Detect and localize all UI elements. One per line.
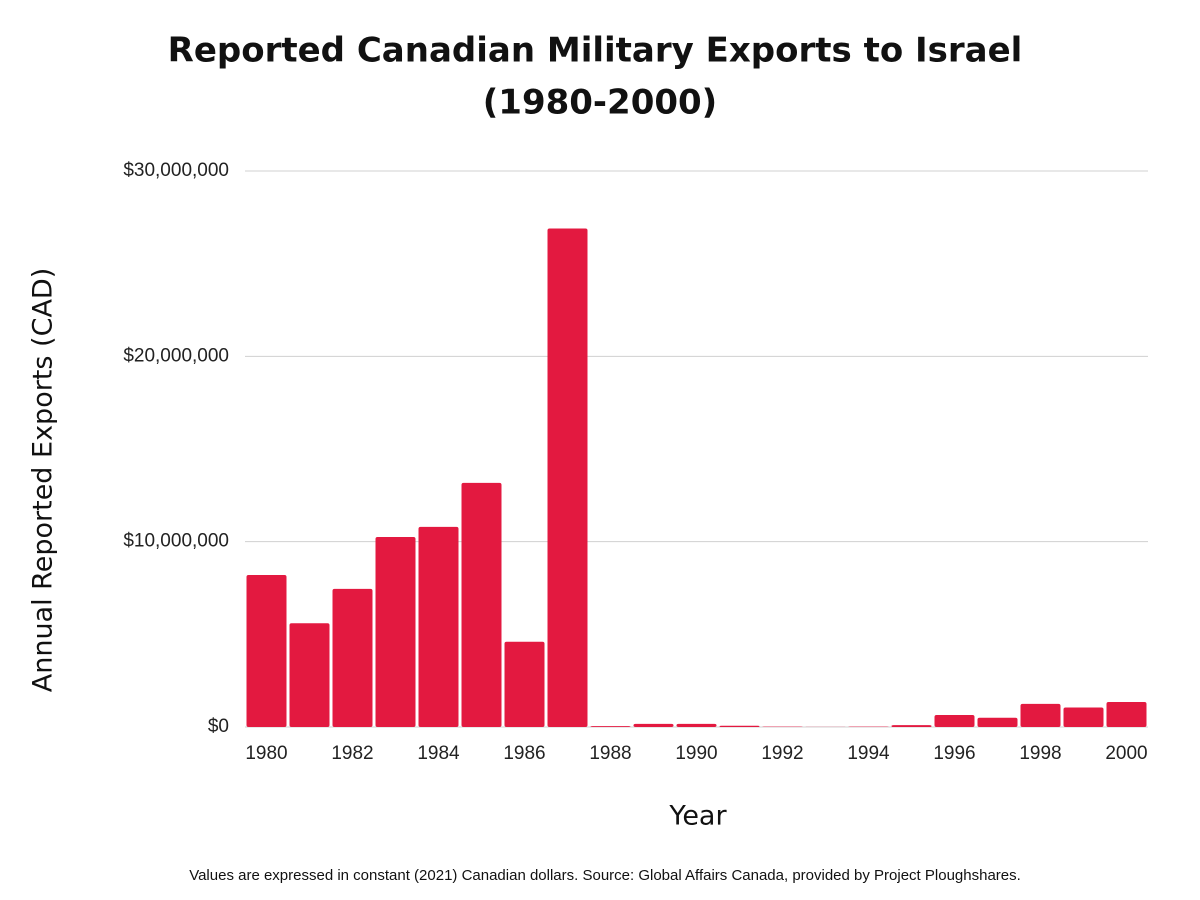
x-tick-label: 1990 [675, 743, 717, 764]
y-axis-title: Annual Reported Exports (CAD) [28, 268, 59, 693]
bar [418, 526, 459, 727]
bar [977, 717, 1018, 727]
x-tick-label: 2000 [1105, 743, 1147, 764]
bar [246, 575, 287, 727]
bar [676, 723, 717, 727]
bar [375, 537, 416, 727]
chart-subtitle: (1980-2000) [483, 83, 717, 123]
chart-title: Reported Canadian Military Exports to Is… [168, 31, 1023, 71]
bar [633, 723, 674, 727]
x-tick-label: 1994 [847, 743, 890, 764]
x-tick-label: 1998 [1019, 743, 1061, 764]
bar [547, 228, 588, 727]
y-tick-label: $20,000,000 [123, 345, 229, 366]
x-tick-label: 1992 [761, 743, 803, 764]
bar [1020, 703, 1061, 727]
bar [1106, 701, 1147, 727]
y-tick-label: $0 [208, 716, 229, 737]
bar [590, 726, 631, 727]
x-tick-label: 1996 [933, 743, 975, 764]
footnote: Values are expressed in constant (2021) … [189, 867, 1021, 884]
y-tick-label: $10,000,000 [123, 531, 229, 552]
bar [289, 623, 330, 727]
x-tick-label: 1988 [589, 743, 631, 764]
bar [504, 641, 545, 727]
x-axis-title: Year [668, 801, 727, 832]
x-tick-label: 1986 [503, 743, 545, 764]
x-tick-label: 1980 [245, 743, 287, 764]
bar [719, 725, 760, 727]
bar [934, 714, 975, 727]
x-tick-label: 1984 [417, 743, 460, 764]
bar [1063, 707, 1104, 727]
bar [461, 482, 502, 727]
y-tick-label: $30,000,000 [123, 160, 229, 181]
bar [891, 725, 932, 727]
bar [332, 588, 373, 727]
x-tick-label: 1982 [331, 743, 373, 764]
